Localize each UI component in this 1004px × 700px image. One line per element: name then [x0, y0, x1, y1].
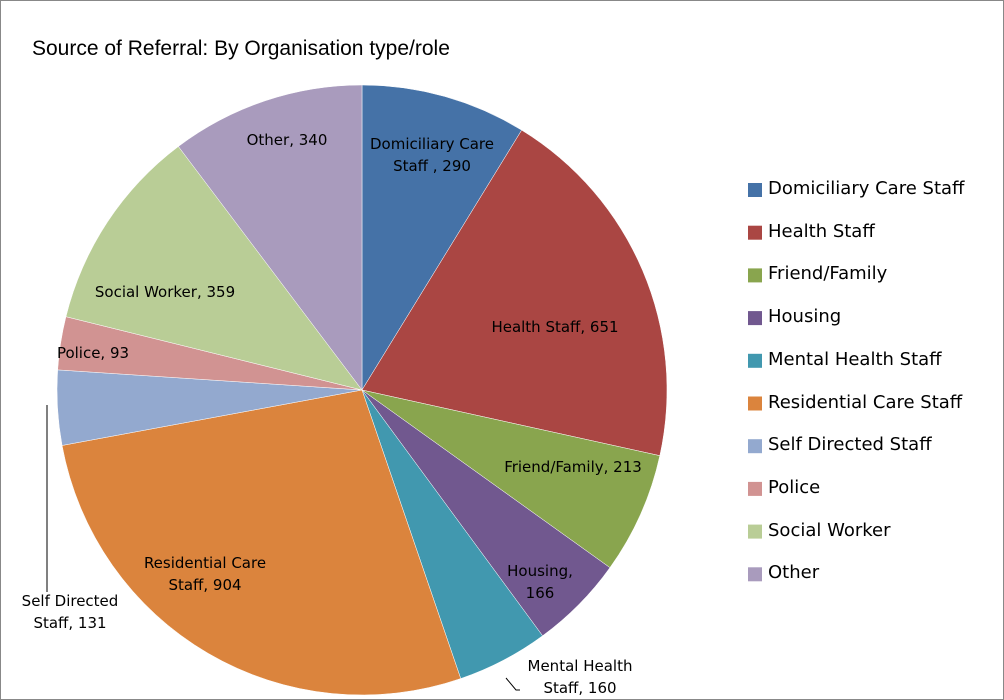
data-label: Health Staff, 651 — [491, 318, 619, 336]
legend-label: Residential Care Staff — [768, 391, 963, 413]
legend-label: Health Staff — [768, 220, 875, 242]
data-label: Self Directed Staff, 131 — [21, 592, 119, 632]
legend-swatch — [748, 183, 762, 197]
legend-label: Housing — [768, 306, 842, 328]
legend-swatch — [748, 439, 762, 454]
data-label: Other, 340 — [246, 131, 328, 149]
pie-slice — [61, 389, 462, 696]
legend-swatch — [748, 524, 762, 539]
pie-slice — [65, 146, 363, 391]
chart-title: Source of Referral: By Organisation type… — [32, 37, 450, 60]
legend-swatch — [748, 481, 762, 496]
legend-label: Other — [768, 562, 820, 584]
legend-label: Domiciliary Care Staff — [768, 178, 965, 199]
pie-slice — [361, 84, 523, 391]
data-label: Police, 93 — [56, 344, 130, 362]
data-label: Friend/Family, 213 — [504, 458, 642, 476]
legend-swatch — [748, 567, 762, 582]
pie-slice — [361, 129, 668, 456]
leader-line — [505, 677, 520, 691]
legend-label: Mental Health Staff — [768, 348, 942, 370]
legend-swatch — [748, 353, 762, 368]
legend-swatch — [748, 268, 762, 283]
pie-slice — [178, 84, 363, 391]
legend-label: Police — [768, 476, 821, 498]
legend-label: Self Directed Staff — [768, 434, 932, 456]
data-label: Mental Health Staff, 160 — [527, 657, 633, 697]
data-label: Housing, 166 — [507, 562, 573, 602]
legend-swatch — [748, 396, 762, 411]
data-label: Social Worker, 359 — [94, 283, 236, 301]
data-label: Residential Care Staff, 904 — [143, 554, 267, 594]
legend-label: Social Worker — [768, 519, 891, 541]
legend-label: Friend/Family — [768, 263, 888, 285]
pie-slice — [361, 389, 661, 569]
legend-swatch — [748, 311, 762, 326]
legend-swatch — [748, 225, 762, 240]
data-label: Domiciliary Care Staff , 290 — [370, 135, 494, 175]
